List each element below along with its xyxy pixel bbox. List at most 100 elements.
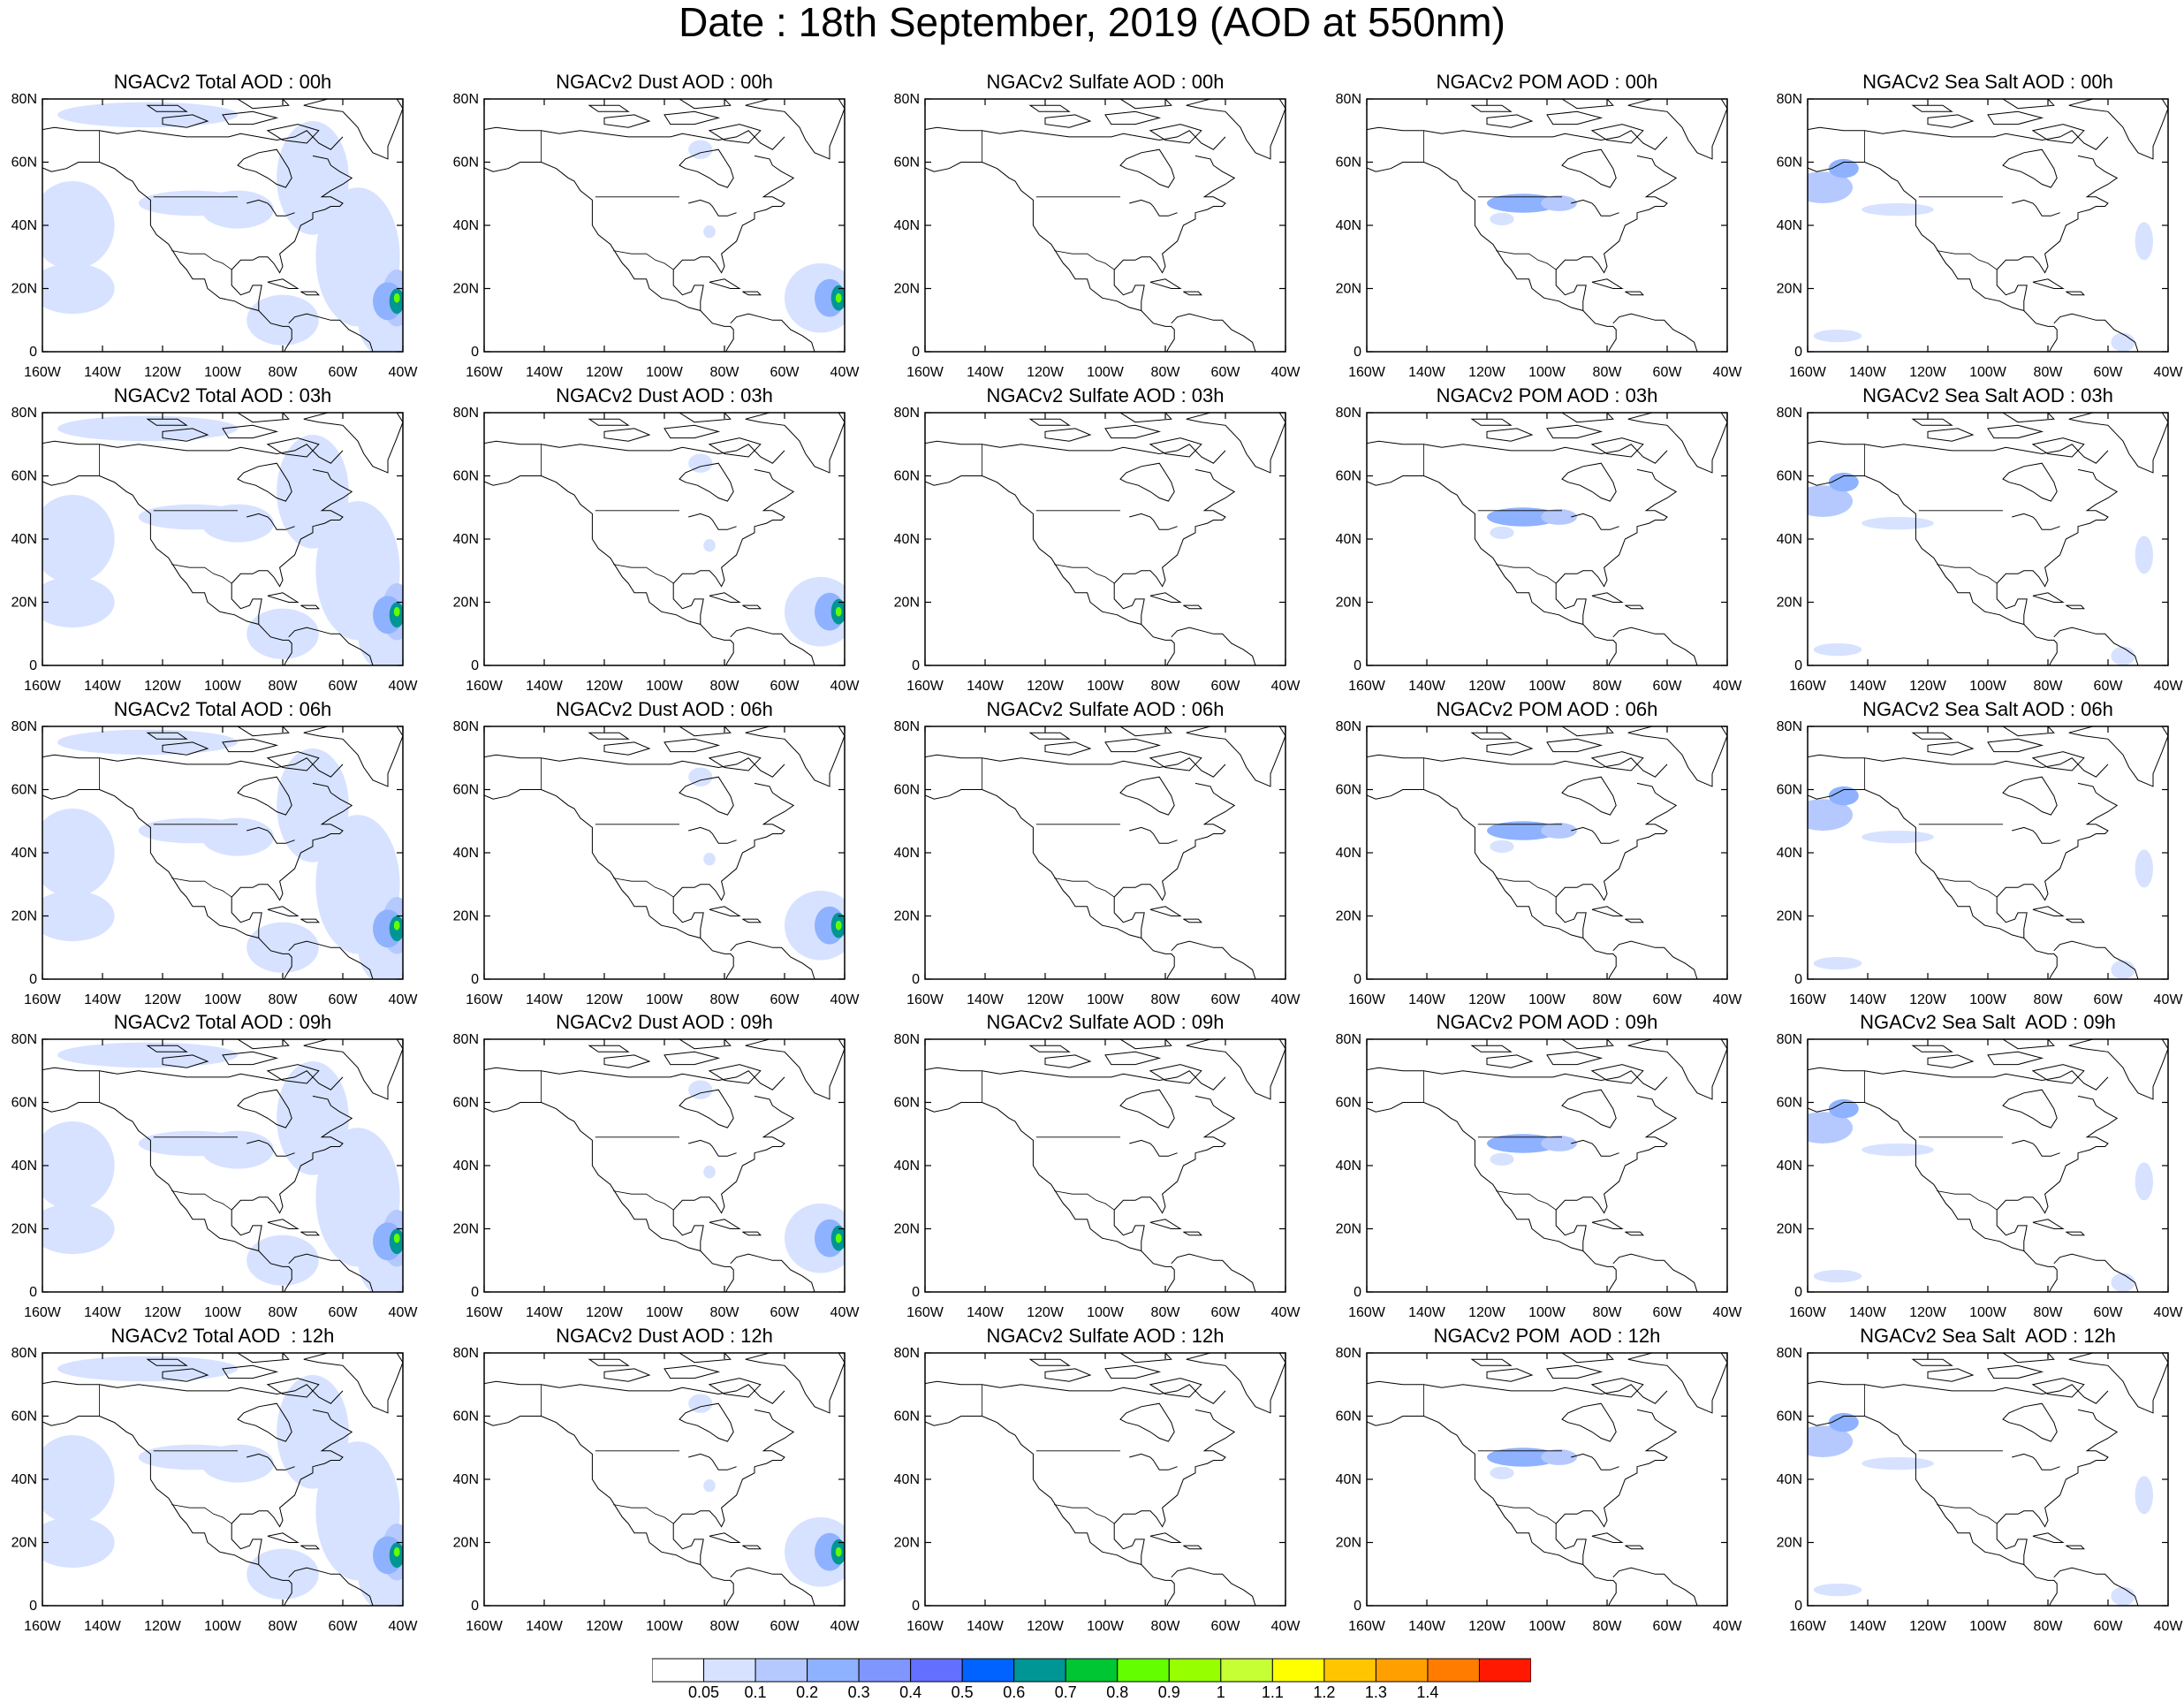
coastline [688, 513, 737, 530]
map-plot: 80N 60N 40N 20N 0 160W 140W 120W 100W 80W 60W 40W [894, 1346, 1301, 1634]
coastline [1561, 148, 1617, 188]
lon-tick-label: 60W [1653, 365, 1683, 380]
aod-region [1862, 830, 1934, 844]
coastline [42, 1380, 344, 1404]
lon-tick-label: 160W [1348, 992, 1386, 1007]
lon-tick-label: 40W [389, 1305, 419, 1320]
coastline [266, 751, 320, 771]
coastline [1119, 99, 1172, 110]
lat-tick-label: 20N [11, 596, 37, 611]
aod-region [57, 1042, 238, 1068]
colorbar-swatch [807, 1658, 860, 1683]
aod-region [42, 1516, 115, 1569]
lat-tick-label: 0 [912, 345, 920, 360]
lon-tick-label: 160W [466, 992, 504, 1007]
lon-tick-label: 140W [967, 1619, 1005, 1634]
coastline [2066, 1545, 2085, 1550]
map-panel-sulfate-row-0: NGACv2 Sulfate AOD : 00h 80N 60N 40N 20N 0 160… [894, 71, 1301, 380]
coastline [1470, 732, 1513, 740]
coastline [1911, 732, 1953, 740]
lat-tick-label: 80N [453, 406, 479, 421]
lon-tick-label: 100W [204, 679, 242, 694]
aod-region [2111, 960, 2135, 979]
coastline [1591, 1219, 1624, 1229]
panel-title: NGACv2 POM AOD : 03h [1436, 384, 1658, 407]
coastline [603, 741, 651, 756]
political-border [1496, 1504, 1557, 1524]
coastline [267, 1532, 300, 1543]
aod-region [393, 293, 400, 303]
coastline [1119, 1089, 1175, 1128]
lat-tick-label: 40N [453, 846, 479, 861]
lon-tick-label: 40W [1271, 365, 1301, 380]
coastline [1171, 1567, 1256, 1606]
aod-region [688, 767, 713, 786]
coastline [1171, 313, 1256, 352]
coastline [300, 1545, 320, 1550]
lat-tick-label: 40N [453, 1159, 479, 1174]
coastline [267, 906, 300, 916]
lon-tick-label: 120W [586, 365, 624, 380]
lon-tick-label: 100W [204, 992, 242, 1007]
coastline [745, 1353, 845, 1414]
lat-tick-label: 80N [1336, 719, 1361, 734]
aod-region [835, 293, 842, 303]
coastline [1590, 124, 1644, 144]
aod-region [703, 1479, 716, 1493]
coastline [672, 468, 795, 625]
lat-tick-label: 60N [1777, 156, 1802, 171]
coastline [1546, 424, 1604, 439]
coastline [303, 1353, 403, 1414]
coastline [1561, 462, 1617, 502]
aod-region [57, 729, 238, 756]
lat-tick-label: 0 [1794, 1285, 1802, 1300]
aod-region [688, 140, 713, 159]
coastline [1590, 751, 1644, 771]
map-panel-sulfate-row-2: NGACv2 Sulfate AOD : 06h 80N 60N 40N 20N 0 160… [894, 698, 1301, 1007]
coastline [1571, 1139, 1619, 1157]
lon-tick-label: 140W [526, 679, 564, 694]
panel-title: NGACv2 Total AOD : 00h [113, 71, 332, 93]
aod-region [1862, 202, 1934, 217]
coastline [231, 1095, 353, 1251]
lon-tick-label: 40W [389, 1619, 419, 1634]
lat-tick-label: 80N [894, 719, 920, 734]
coastline [672, 155, 795, 311]
lat-tick-label: 40N [1777, 1159, 1802, 1174]
coastline [222, 738, 279, 753]
lat-tick-label: 40N [1336, 1472, 1361, 1487]
aod-region [201, 1130, 274, 1169]
lat-tick-label: 40N [894, 218, 920, 233]
coastline [1571, 826, 1619, 844]
lon-tick-label: 140W [526, 1305, 564, 1320]
coastline [1561, 413, 1614, 423]
coastline [1113, 468, 1236, 625]
lon-tick-label: 100W [204, 1619, 242, 1634]
lat-tick-label: 20N [453, 282, 479, 297]
map-plot: 80N 60N 40N 20N 0 160W 140W 120W 100W 80W 60W 40W [11, 719, 419, 1007]
coastline [672, 782, 795, 938]
coastline [1591, 592, 1624, 603]
coastline [266, 1378, 320, 1398]
coastline [1612, 1567, 1698, 1606]
colorbar-swatch [1220, 1658, 1273, 1683]
coastline [2032, 1219, 2065, 1229]
coastline [1149, 437, 1202, 458]
lat-tick-label: 80N [1777, 92, 1802, 107]
coastline [1590, 437, 1644, 458]
panel-title: NGACv2 Dust AOD : 12h [556, 1325, 773, 1347]
coastline [2068, 1353, 2168, 1414]
lon-tick-label: 80W [1151, 679, 1181, 694]
coastline [1149, 751, 1202, 771]
lon-tick-label: 80W [1593, 1619, 1623, 1634]
map-panel-sulfate-row-4: NGACv2 Sulfate AOD : 12h 80N 60N 40N 20N 0 160… [894, 1325, 1301, 1634]
coastline [1028, 732, 1071, 740]
lon-tick-label: 140W [967, 1305, 1005, 1320]
aod-region [1490, 1152, 1514, 1166]
coastline [42, 1102, 292, 1292]
coastline [2066, 291, 2085, 296]
coastline [1367, 1102, 1617, 1292]
coastline [1571, 1453, 1619, 1470]
lon-tick-label: 60W [2094, 992, 2124, 1007]
lat-tick-label: 40N [1777, 1472, 1802, 1487]
